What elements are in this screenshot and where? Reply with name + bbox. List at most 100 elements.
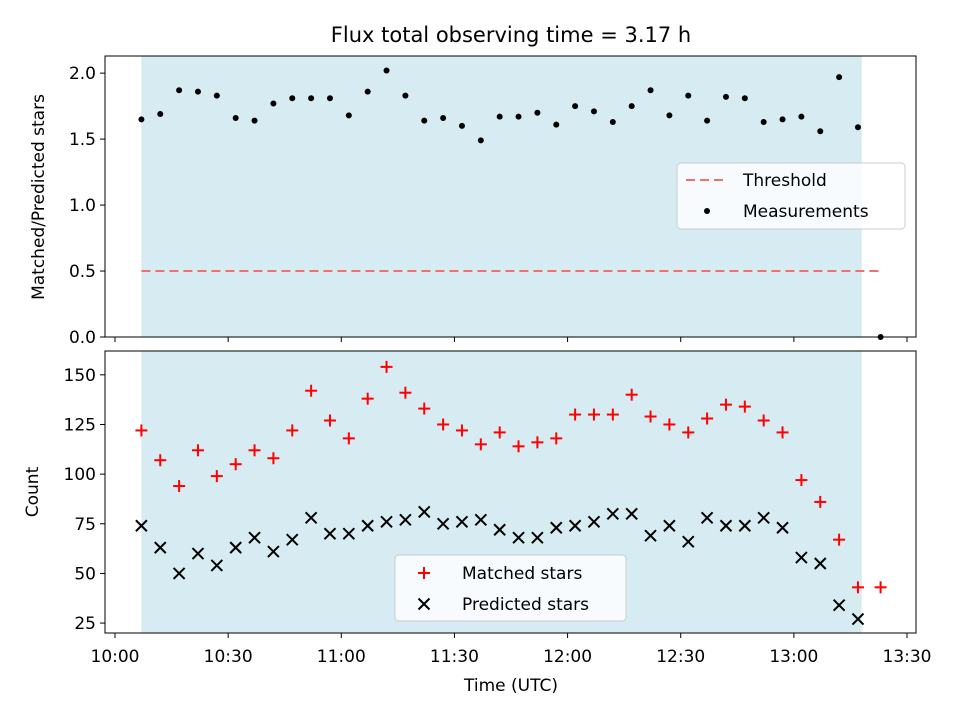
measurement-point <box>458 122 465 129</box>
measurement-point <box>345 112 352 119</box>
measurement-point <box>308 95 315 102</box>
legend-matched-label: Matched stars <box>462 564 582 584</box>
predicted-star-point <box>361 519 374 532</box>
measurement-point <box>609 118 616 125</box>
matched-star-point <box>738 400 751 413</box>
matched-star-point <box>418 402 431 415</box>
measurement-point <box>760 118 767 125</box>
bottom-y-ticks: 25 50 75 100 125 150 <box>64 366 105 634</box>
x-tick-label: 11:00 <box>317 647 366 667</box>
predicted-star-point <box>814 557 827 570</box>
matched-star-point <box>851 581 864 594</box>
matched-star-point <box>173 480 186 493</box>
measurement-point <box>440 115 447 122</box>
matched-star-point <box>248 444 261 457</box>
predicted-star-point <box>606 507 620 521</box>
matched-star-point <box>493 426 506 439</box>
matched-star-point <box>663 418 676 431</box>
predicted-star-point <box>776 521 789 534</box>
measurement-point <box>364 88 371 95</box>
matched-star-point <box>874 581 887 594</box>
measurement-point <box>817 128 824 135</box>
matched-star-point <box>701 412 714 425</box>
y-tick-label: 150 <box>64 366 96 386</box>
bottom-legend: Matched stars Predicted stars <box>394 554 627 622</box>
predicted-star-point <box>587 515 601 528</box>
predicted-stars-points <box>135 505 865 626</box>
predicted-star-point <box>531 531 544 544</box>
predicted-star-point <box>436 517 450 530</box>
matched-star-point <box>606 408 619 421</box>
legend-matched-swatch <box>418 567 430 579</box>
matched-stars-points <box>135 360 887 594</box>
predicted-star-point <box>399 513 412 527</box>
measurement-point <box>685 92 692 99</box>
predicted-star-point <box>304 511 318 525</box>
predicted-star-point <box>795 551 808 564</box>
matched-star-point <box>795 474 808 487</box>
y-tick-label: 0.0 <box>69 328 96 348</box>
predicted-star-point <box>738 519 752 532</box>
matched-star-point <box>229 458 242 471</box>
y-tick-label: 100 <box>64 465 96 485</box>
top-y-label: Matched/Predicted stars <box>29 94 49 300</box>
y-tick-label: 1.5 <box>69 130 96 150</box>
bottom-x-ticks: 10:00 10:30 11:00 11:30 12:00 12:30 13:00 13:30 <box>91 633 932 667</box>
measurement-point <box>213 92 220 99</box>
measurement-point <box>289 95 296 102</box>
y-tick-label: 1.0 <box>69 196 96 216</box>
measurement-points <box>138 67 884 340</box>
y-tick-label: 125 <box>64 415 96 435</box>
measurement-point <box>270 100 277 107</box>
predicted-star-point <box>286 533 299 546</box>
predicted-star-point <box>418 505 431 519</box>
predicted-star-point <box>342 527 356 540</box>
predicted-star-point <box>832 598 846 612</box>
predicted-star-point <box>267 545 280 558</box>
matched-star-point <box>587 408 600 421</box>
x-tick-label: 13:30 <box>883 647 932 667</box>
matched-star-point <box>644 410 657 423</box>
measurement-point <box>647 87 654 94</box>
predicted-star-point <box>512 531 525 544</box>
matched-star-point <box>342 432 355 445</box>
measurement-point <box>326 95 333 102</box>
matched-star-point <box>455 424 468 437</box>
predicted-star-point <box>154 541 167 554</box>
x-axis-label: Time (UTC) <box>463 676 558 696</box>
y-tick-label: 25 <box>74 614 96 634</box>
predicted-star-point <box>455 515 469 528</box>
matched-star-point <box>814 495 827 508</box>
predicted-star-point <box>682 535 695 548</box>
x-tick-label: 12:30 <box>656 647 705 667</box>
predicted-star-point <box>248 531 261 544</box>
top-axes-frame <box>104 55 917 338</box>
measurement-point <box>194 88 201 95</box>
predicted-star-point <box>719 519 733 532</box>
legend-measurements-swatch <box>704 208 710 214</box>
y-tick-label: 75 <box>74 515 96 535</box>
measurement-point <box>779 116 786 123</box>
matched-star-point <box>399 386 412 399</box>
predicted-star-point <box>757 511 770 525</box>
predicted-star-point <box>191 547 205 560</box>
measurement-point <box>176 87 183 94</box>
legend-measurements-label: Measurements <box>743 202 869 222</box>
x-tick-label: 12:00 <box>543 647 592 667</box>
predicted-star-point <box>493 523 506 536</box>
predicted-star-point <box>210 559 224 572</box>
measurement-point <box>138 116 145 123</box>
predicted-star-point <box>663 519 676 532</box>
y-tick-label: 50 <box>74 564 96 584</box>
measurement-point <box>553 121 560 128</box>
chart-title: Flux total observing time = 3.17 h <box>331 23 691 47</box>
measurement-point <box>590 108 597 115</box>
measurement-point <box>383 67 390 74</box>
measurement-point <box>421 117 428 124</box>
matched-star-point <box>531 436 544 449</box>
predicted-star-point <box>550 521 563 534</box>
measurement-point <box>251 117 258 124</box>
measurement-point <box>741 95 748 102</box>
measurement-point <box>666 112 673 119</box>
